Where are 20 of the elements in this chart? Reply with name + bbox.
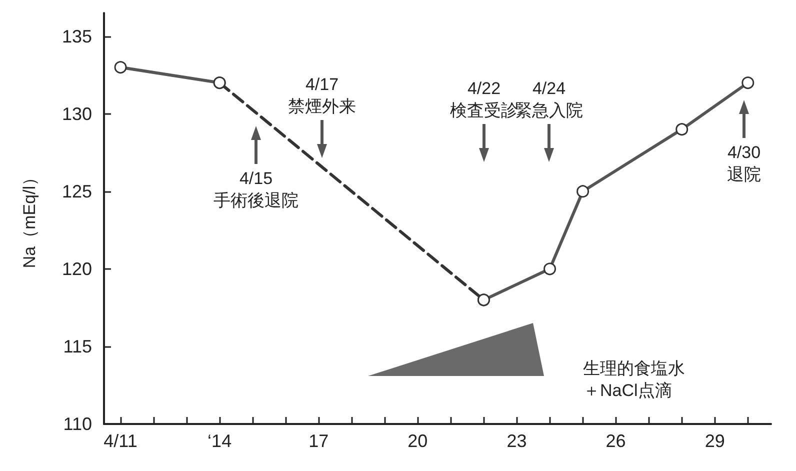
annotation: 4/17 禁煙外来 [288, 75, 356, 116]
annotation: 4/30 退院 [727, 143, 761, 184]
y-tick-label: 120 [62, 258, 92, 279]
annotation: 4/22 検査受診 [450, 79, 518, 120]
y-tick-label: 125 [62, 181, 92, 202]
y-tick-label: 130 [62, 104, 92, 124]
y-tick-label: 110 [63, 414, 92, 434]
annotation: 4/15 手術後退院 [214, 169, 298, 210]
x-tick-label: 23 [506, 431, 527, 451]
y-tick-label: 115 [63, 336, 92, 356]
y-axis-title: Na（mEq/l） [20, 168, 39, 268]
x-tick-label: 17 [308, 431, 329, 451]
x-tick-label: ‘14 [208, 431, 232, 451]
annotation: 生理的食塩水＋NaCl点滴 [583, 358, 686, 402]
x-tick-label: 4/11 [104, 431, 138, 451]
annotation: 4/24 緊急入院 [515, 79, 583, 120]
y-tick-label: 135 [62, 26, 92, 46]
x-tick-label: 29 [704, 431, 725, 451]
x-tick-label: 26 [606, 431, 626, 451]
x-tick-label: 20 [408, 431, 428, 451]
